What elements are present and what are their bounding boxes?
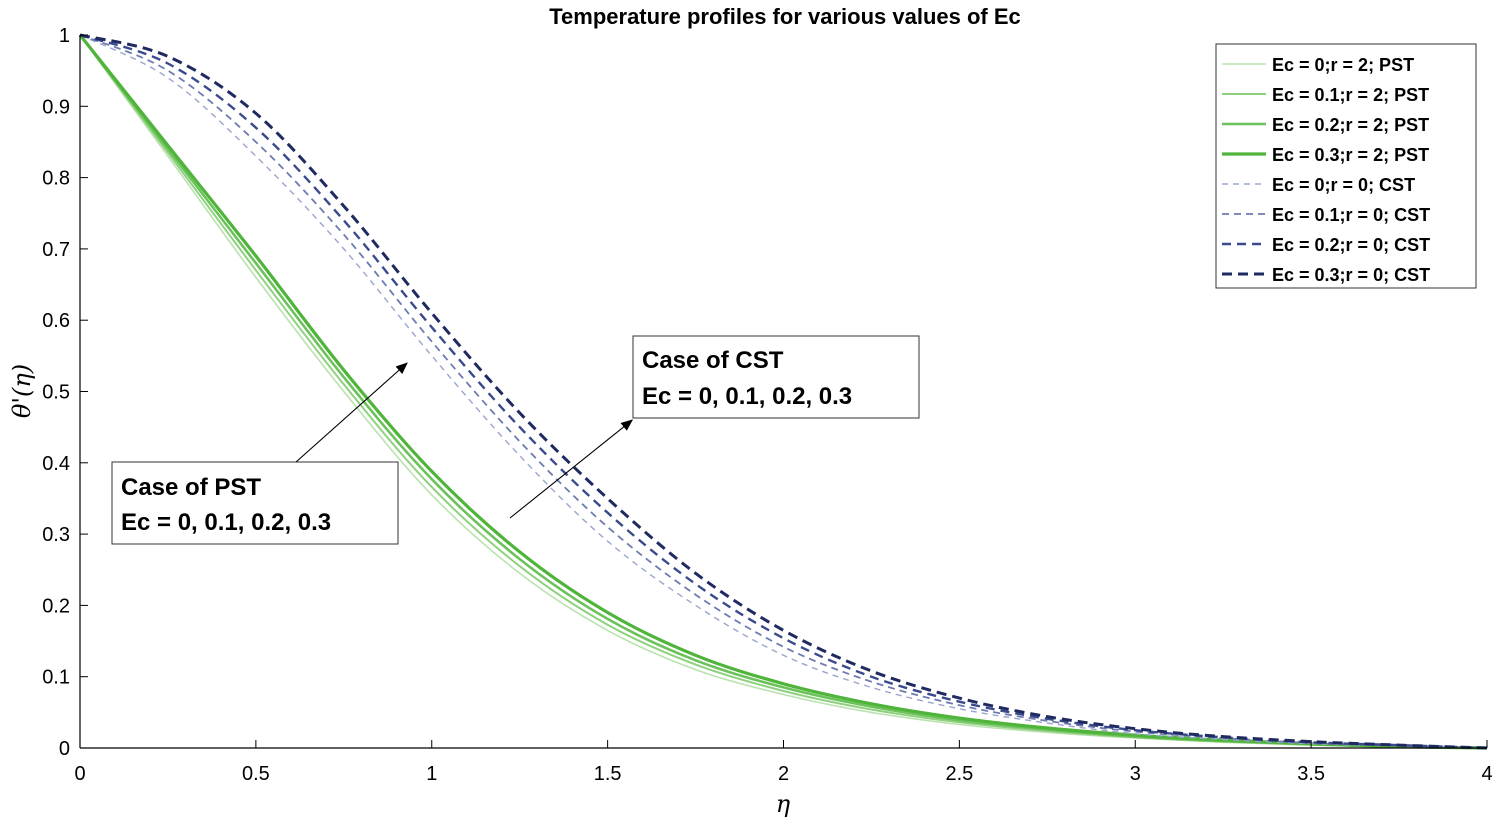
annotation-pst-box [111,461,399,545]
annotation-pst-line2: Ec = 0, 0.1, 0.2, 0.3 [121,509,331,536]
y-tick-label: 0.5 [42,382,70,404]
y-axis-label: θ'(η) [8,364,36,418]
annotation-cst: Case of CST Ec = 0, 0.1, 0.2, 0.3 [632,335,920,419]
series-line-8 [79,33,1488,750]
legend-label-3: Ec = 0.2;r = 2; PST [1272,115,1429,135]
annotation-cst-line2: Ec = 0, 0.1, 0.2, 0.3 [642,383,852,410]
legend-label-4: Ec = 0.3;r = 2; PST [1272,145,1429,165]
y-tick-label: 0.9 [42,96,70,118]
legend-label-2: Ec = 0.1;r = 2; PST [1272,85,1429,105]
x-axis-label: η [776,790,791,818]
x-tick-label: 2 [778,763,789,785]
x-tick-label: 3 [1130,763,1141,785]
legend-label-1: Ec = 0;r = 2; PST [1272,55,1414,75]
y-tick-label: 0.3 [42,524,70,546]
annotation-cst-line1: Case of CST [642,347,784,374]
y-tick-label: 0.4 [42,453,70,475]
annotation-cst-box [632,335,920,419]
legend-label-5: Ec = 0;r = 0; CST [1272,175,1415,195]
chart-title: Temperature profiles for various values … [549,4,1021,29]
x-tick-label: 0 [74,763,85,785]
x-tick-label: 4 [1481,763,1492,785]
x-tick-label: 0.5 [242,763,270,785]
y-tick-label: 0.2 [42,595,70,617]
x-tick-label: 1 [426,763,437,785]
y-tick-label: 0.7 [42,239,70,261]
legend-label-6: Ec = 0.1;r = 0; CST [1272,205,1430,225]
annotation-pst-line1: Case of PST [121,474,261,501]
x-tick-label: 2.5 [945,763,973,785]
annotation-arrow-2 [509,419,634,519]
y-tick-label: 0 [59,738,70,760]
y-tick-label: 1 [59,25,70,47]
legend-label-7: Ec = 0.2;r = 0; CST [1272,235,1430,255]
y-tick-label: 0.1 [42,667,70,689]
legend: Ec = 0;r = 2; PST Ec = 0.1;r = 2; PST Ec =… [1215,43,1477,289]
series-line-5 [79,34,1488,749]
x-tick-label: 3.5 [1297,763,1325,785]
legend-box [1215,43,1477,289]
legend-label-8: Ec = 0.3;r = 0; CST [1272,265,1430,285]
annotation-pst: Case of PST Ec = 0, 0.1, 0.2, 0.3 [111,461,399,545]
y-tick-label: 0.8 [42,168,70,190]
series-line-6 [79,34,1488,749]
x-tick-label: 1.5 [594,763,622,785]
y-tick-label: 0.6 [42,310,70,332]
annotation-arrow-1 [295,362,408,463]
